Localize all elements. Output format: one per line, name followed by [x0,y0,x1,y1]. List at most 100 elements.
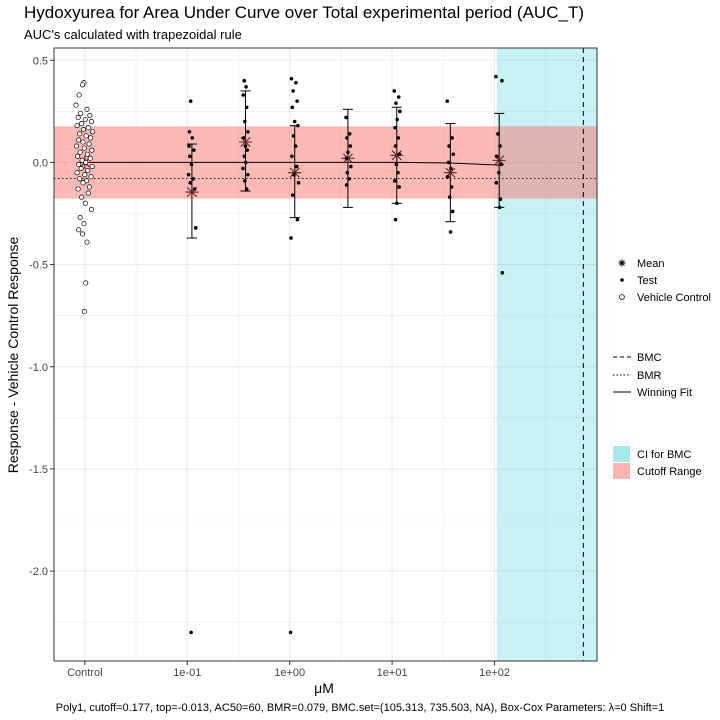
test-point [241,136,246,140]
vehicle-control-point [77,215,83,221]
test-point [245,148,250,152]
test-point [189,630,193,635]
y-tick-label: -2.0 [29,566,48,578]
test-point [290,193,295,197]
legend-label: BMR [637,370,662,382]
y-tick-label: -1.5 [29,464,48,476]
y-tick-label: 0.0 [33,157,48,169]
vehicle-control-point [82,200,88,206]
x-tick-label: 1e+00 [274,667,305,679]
test-point [449,166,453,171]
test-point [396,95,401,99]
vehicle-control-point [75,186,81,192]
mean-point [185,185,199,199]
vehicle-control-point [78,110,84,116]
vehicle-control-point [77,149,83,155]
test-point [296,123,300,128]
vehicle-control-point [77,131,83,137]
legend-vehicle-icon [619,294,625,300]
fit-caption: Poly1, cutoff=0.177, top=-0.013, AC50=60… [56,702,665,714]
vehicle-control-point [85,125,91,131]
test-point [344,183,349,187]
vehicle-control-point [83,133,89,139]
test-point [293,144,298,148]
test-point [498,197,503,202]
test-point [291,89,295,93]
vehicle-control-point [76,92,82,98]
test-point [241,166,245,171]
test-point [292,119,297,124]
x-tick-label: 1e+01 [377,667,408,679]
test-point [494,154,499,159]
mean-point [390,148,404,162]
test-point [393,144,398,148]
vehicle-control-point [88,135,94,141]
test-point [497,205,502,210]
test-point [246,129,250,134]
test-point [450,209,455,214]
test-point [294,80,298,85]
vehicle-control-point [76,227,82,233]
test-point [496,132,500,136]
test-point [191,176,195,181]
y-tick-label: -1.0 [29,362,48,374]
vehicle-control-point [75,114,81,121]
test-point [445,174,450,179]
test-point [344,115,348,120]
chart-title: Hydoxyurea for Area Under Curve over Tot… [24,3,584,22]
test-point [288,630,293,635]
legend-fill-swatch [613,446,630,462]
test-point [397,152,402,157]
test-point [445,99,450,103]
mean-point [443,166,457,180]
vehicle-control-point [84,151,90,157]
test-point [500,270,505,275]
legend-label: Winning Fit [637,387,692,399]
test-point [494,181,499,185]
test-point [242,78,247,83]
test-point [295,99,299,103]
test-point [398,109,402,114]
vehicle-control-point [77,176,83,182]
test-point [497,170,501,175]
test-point [392,179,397,183]
test-point [244,187,249,191]
test-point [294,164,299,169]
test-point [242,154,247,159]
legend-label: Mean [637,258,665,270]
test-point [348,144,353,148]
test-point [187,144,191,148]
test-point [394,162,399,167]
legend-lines: BMC BMR Winning Fit [613,352,692,399]
test-point [344,156,349,161]
vehicle-control-point [82,116,88,123]
test-point [397,185,401,189]
winning-fit-line [84,161,500,166]
test-point [345,136,349,140]
test-point [186,172,191,177]
test-point [192,187,197,191]
mean-point [492,153,506,167]
test-point [494,74,498,79]
test-point [347,132,352,136]
vehicle-control-point [76,137,82,143]
test-point [243,179,247,183]
test-point [345,170,350,175]
test-point [449,185,454,189]
vehicle-control-point [78,166,84,172]
vehicle-control-point [88,119,94,125]
y-axis-ticks: 0.5 0.0 -0.5 -1.0 -1.5 -2.0 [29,55,54,578]
vehicle-control-point [84,106,90,112]
test-point [450,136,454,140]
vehicle-control-point [82,172,88,178]
test-point [447,144,451,148]
test-point [244,85,248,89]
vehicle-control-point [74,123,80,129]
test-point [446,160,451,165]
x-axis-title: μM [314,680,334,696]
test-point [187,129,192,134]
vehicle-control-point [80,139,86,145]
test-point [448,230,453,234]
test-point [241,93,246,97]
